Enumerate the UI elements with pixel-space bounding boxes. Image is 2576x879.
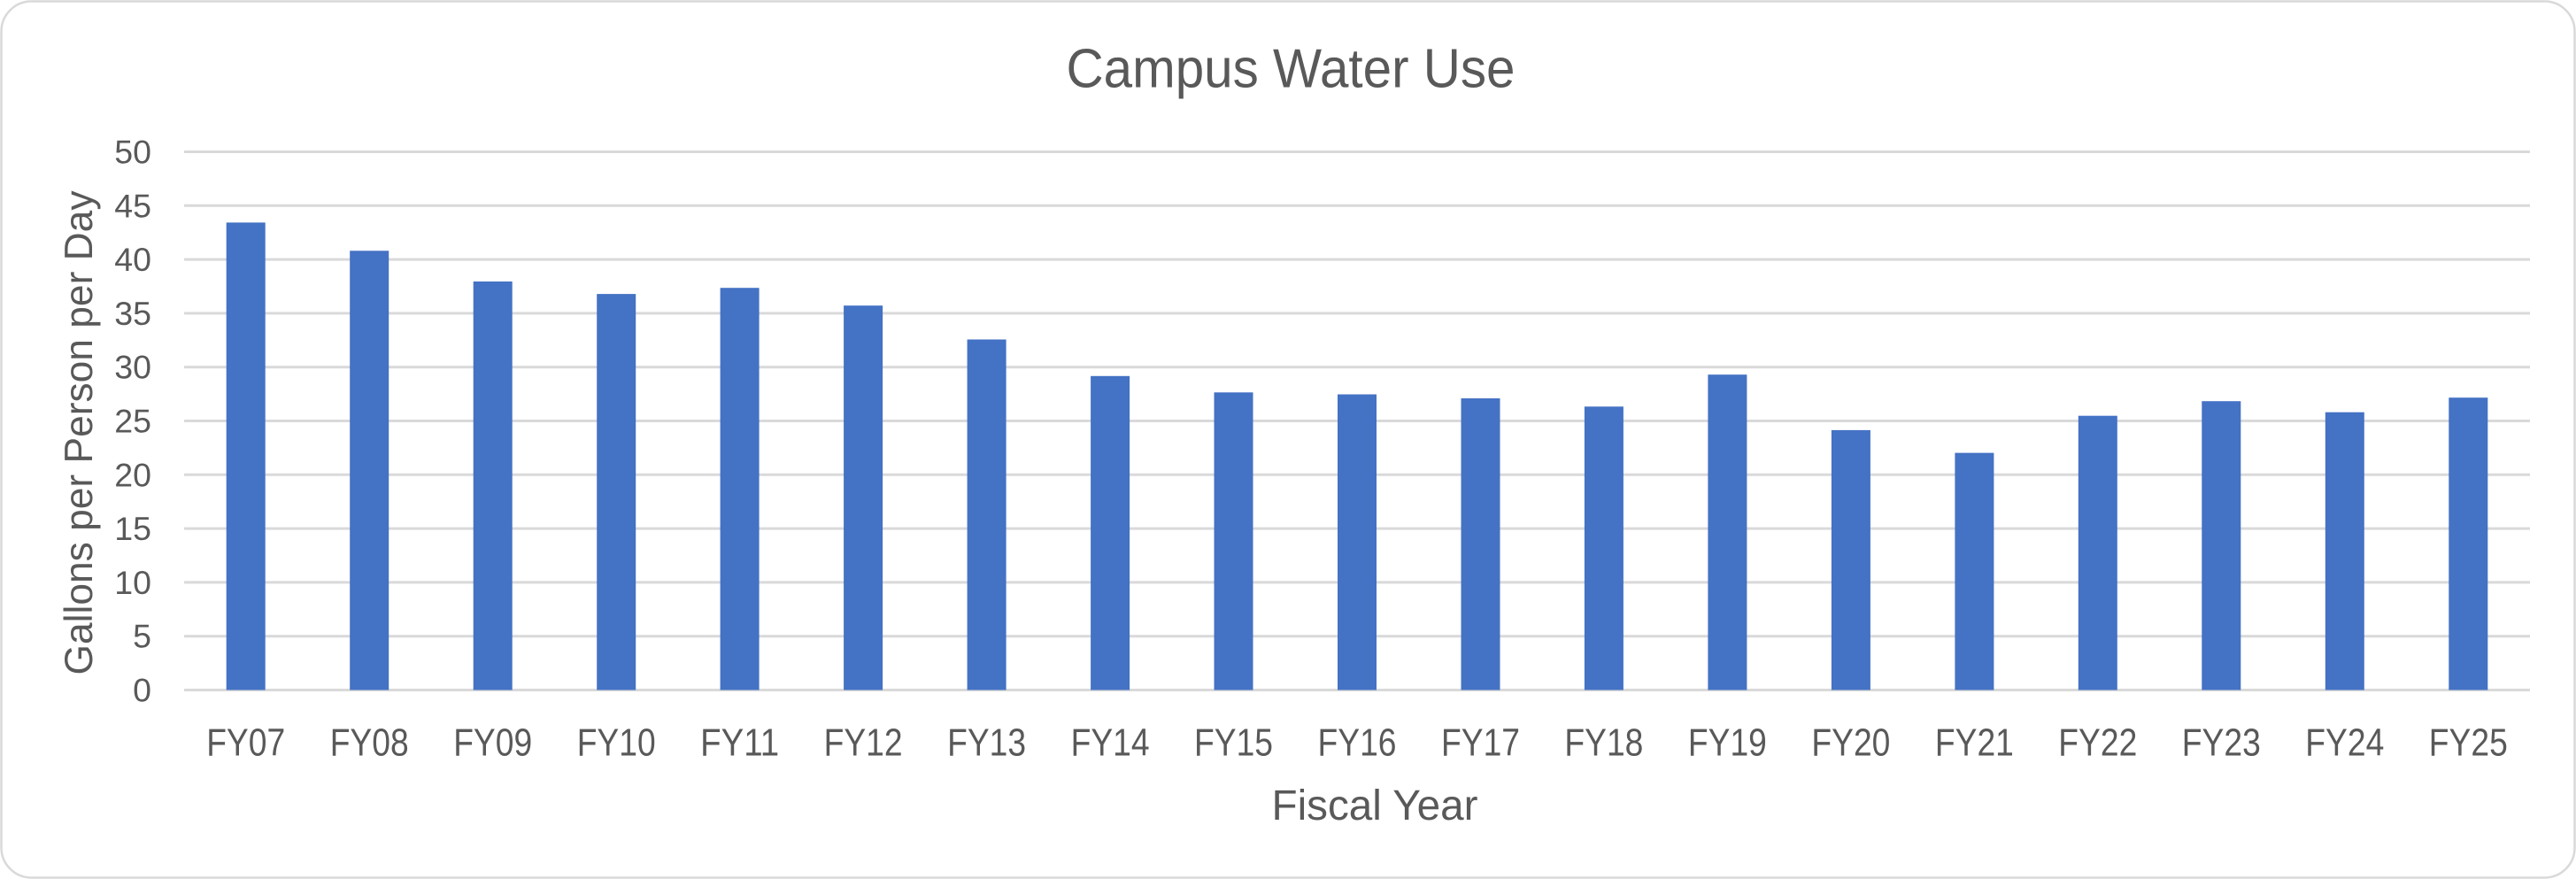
- svg-text:30: 30: [114, 349, 151, 386]
- svg-text:25: 25: [114, 403, 151, 440]
- svg-text:50: 50: [114, 134, 151, 171]
- svg-text:Campus Water Use: Campus Water Use: [1067, 38, 1516, 100]
- svg-text:FY21: FY21: [1935, 722, 2014, 765]
- svg-text:45: 45: [114, 187, 151, 224]
- svg-text:FY10: FY10: [577, 722, 656, 765]
- svg-text:40: 40: [114, 241, 151, 278]
- svg-text:FY23: FY23: [2182, 722, 2261, 765]
- svg-text:FY18: FY18: [1564, 722, 1643, 765]
- svg-text:FY20: FY20: [1811, 722, 1890, 765]
- svg-text:FY22: FY22: [2058, 722, 2137, 765]
- svg-text:Fiscal Year: Fiscal Year: [1272, 783, 1478, 829]
- svg-text:20: 20: [114, 456, 151, 493]
- svg-text:FY07: FY07: [206, 722, 285, 765]
- svg-text:FY24: FY24: [2305, 722, 2384, 765]
- svg-text:15: 15: [114, 510, 151, 547]
- svg-text:FY19: FY19: [1688, 722, 1767, 765]
- svg-text:FY14: FY14: [1071, 722, 1150, 765]
- svg-text:0: 0: [133, 672, 151, 709]
- svg-text:FY25: FY25: [2429, 722, 2508, 765]
- svg-text:FY12: FY12: [824, 722, 903, 765]
- svg-text:10: 10: [114, 564, 151, 601]
- svg-text:FY11: FY11: [700, 722, 779, 765]
- svg-text:FY16: FY16: [1318, 722, 1397, 765]
- svg-text:FY15: FY15: [1194, 722, 1273, 765]
- svg-text:FY09: FY09: [453, 722, 532, 765]
- svg-text:5: 5: [133, 618, 151, 655]
- svg-text:FY13: FY13: [947, 722, 1026, 765]
- svg-text:Gallons per Person per Day: Gallons per Person per Day: [58, 190, 101, 675]
- svg-text:FY17: FY17: [1441, 722, 1520, 765]
- svg-text:35: 35: [114, 295, 151, 332]
- svg-text:FY08: FY08: [330, 722, 409, 765]
